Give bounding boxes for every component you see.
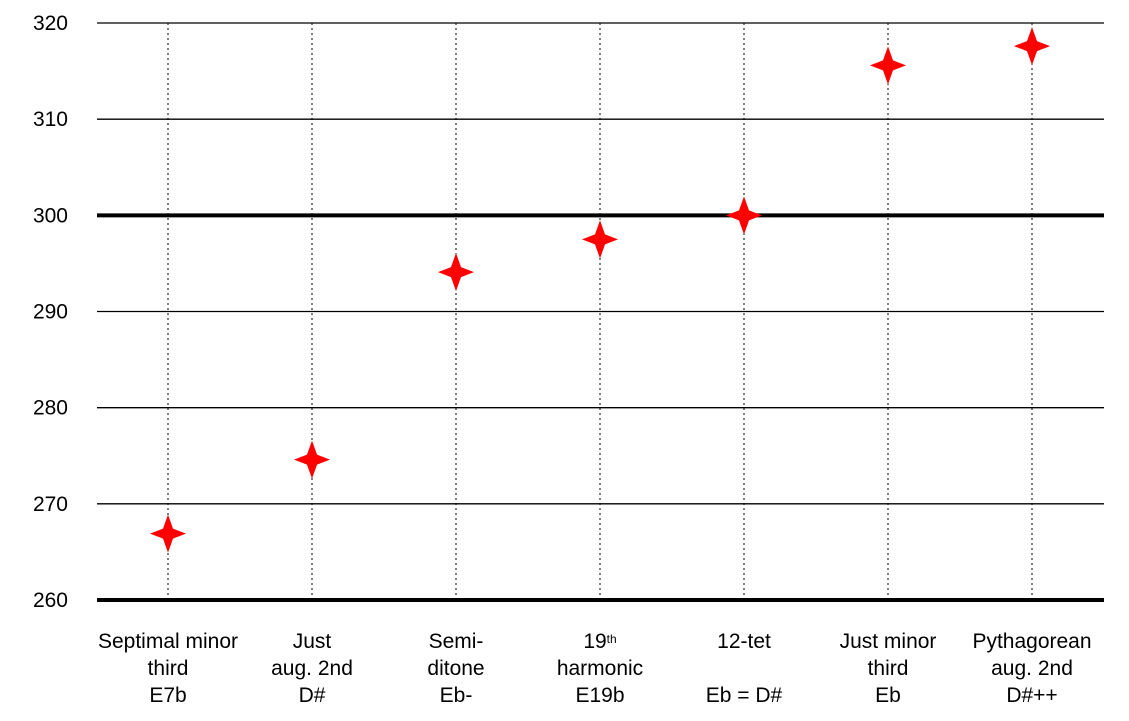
x-category-label: 19th harmonic E19b bbox=[500, 628, 700, 709]
x-category-label-line: Septimal minor bbox=[68, 628, 268, 655]
x-category-label-line: ditone bbox=[356, 655, 556, 682]
x-category-label-text: Septimal minor bbox=[97, 630, 239, 653]
data-points bbox=[150, 27, 1050, 553]
x-category-label-line: harmonic bbox=[500, 655, 700, 682]
y-tick-label: 260 bbox=[33, 589, 68, 612]
x-category-label: 12-tet Eb = D# bbox=[644, 628, 844, 709]
x-category-label-line: aug. 2nd bbox=[212, 655, 412, 682]
x-category-label-line: 19th bbox=[500, 628, 700, 655]
y-tick-label: 300 bbox=[33, 204, 68, 227]
x-category-label-text: Just bbox=[292, 630, 332, 653]
x-category-label-text: Semi- bbox=[428, 630, 484, 653]
x-category-label: Just aug. 2nd D# bbox=[212, 628, 412, 709]
y-tick-label: 270 bbox=[33, 493, 68, 516]
x-category-label-text: E19b bbox=[575, 684, 625, 707]
x-category-label-text: Eb- bbox=[439, 684, 473, 707]
y-tick-label: 310 bbox=[33, 108, 68, 131]
data-point-star bbox=[150, 514, 186, 553]
x-category-label-text: third bbox=[147, 657, 189, 680]
y-tick-label: 280 bbox=[33, 397, 68, 420]
x-category-label-text: ditone bbox=[427, 657, 485, 680]
data-point-star bbox=[870, 46, 906, 85]
x-category-label-text: D# bbox=[298, 684, 326, 707]
x-category-label-text: 12-tet bbox=[717, 630, 771, 653]
y-tick-label: 320 bbox=[33, 12, 68, 35]
x-category-label-line: third bbox=[788, 655, 988, 682]
x-category-label-line: D#++ bbox=[932, 682, 1129, 709]
x-category-label-line: Pythagorean bbox=[932, 628, 1129, 655]
x-category-label-line: Eb- bbox=[356, 682, 556, 709]
x-category-label-text: Eb bbox=[875, 684, 901, 707]
x-category-label-text: aug. 2nd bbox=[271, 657, 353, 680]
data-point-star bbox=[1014, 27, 1050, 66]
x-category-label-line: Just bbox=[212, 628, 412, 655]
x-category-label-line: Semi- bbox=[356, 628, 556, 655]
x-category-label-line: Eb = D# bbox=[644, 682, 844, 709]
x-category-label-line: Just minor bbox=[788, 628, 988, 655]
data-point-star bbox=[582, 220, 618, 259]
x-category-label-line: Eb bbox=[788, 682, 988, 709]
x-category-label-line: 12-tet bbox=[644, 628, 844, 655]
x-category-label-line: E19b bbox=[500, 682, 700, 709]
x-category-label-text: Just minor bbox=[839, 630, 937, 653]
data-point-star bbox=[726, 196, 762, 235]
y-axis-tick-labels: 260 270 280 290 300 310 320 bbox=[33, 12, 68, 612]
x-category-label-line: E7b bbox=[68, 682, 268, 709]
y-tick-label: 290 bbox=[33, 301, 68, 324]
x-category-label: Semi-ditone Eb- bbox=[356, 628, 556, 709]
data-point-star bbox=[438, 253, 474, 292]
x-category-superscript: th bbox=[606, 632, 617, 646]
x-category-label-line: aug. 2nd bbox=[932, 655, 1129, 682]
x-category-label-line: D# bbox=[212, 682, 412, 709]
horizontal-gridlines bbox=[97, 22, 1104, 602]
x-category-label-line: third bbox=[68, 655, 268, 682]
x-category-label-text: 19 bbox=[583, 630, 607, 653]
x-category-label-text: harmonic bbox=[556, 657, 644, 680]
x-category-label: Pythagorean aug. 2nd D#++ bbox=[932, 628, 1129, 709]
x-category-label: Just minor third Eb bbox=[788, 628, 988, 709]
data-point-star bbox=[294, 440, 330, 479]
x-category-label-text: Eb = D# bbox=[705, 684, 783, 707]
x-category-label-text: D#++ bbox=[1006, 684, 1058, 707]
x-category-label-text: third bbox=[867, 657, 909, 680]
x-category-label: Septimal minor third E7b bbox=[68, 628, 268, 709]
x-category-label-text: Pythagorean bbox=[972, 630, 1092, 653]
x-category-label-text: aug. 2nd bbox=[991, 657, 1073, 680]
x-category-label-text: E7b bbox=[149, 684, 187, 707]
